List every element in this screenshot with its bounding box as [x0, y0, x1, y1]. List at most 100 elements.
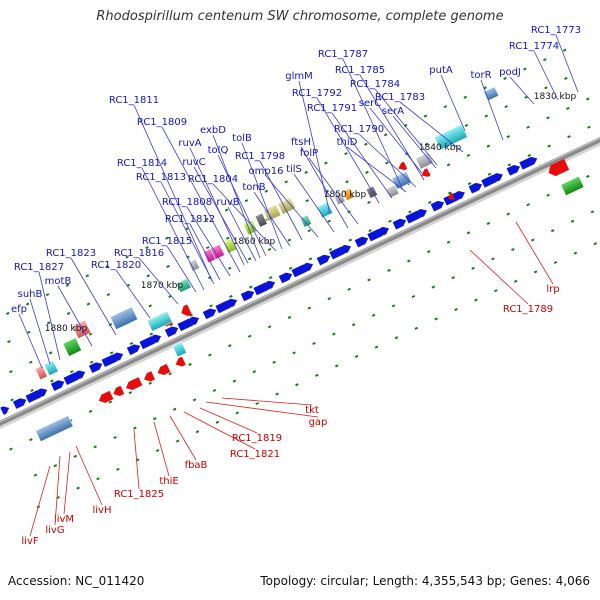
gene-label-glmm[interactable]: glmM — [285, 71, 313, 82]
forward-gene-arrow[interactable] — [88, 360, 104, 374]
gene-label-rc1-1827[interactable]: RC1_1827 — [14, 262, 64, 273]
gene-label-livf[interactable]: livF — [21, 536, 38, 547]
forward-gene-arrow[interactable] — [139, 334, 160, 350]
gene-label-rc1-1812[interactable]: RC1_1812 — [165, 214, 215, 225]
forward-gene-arrow[interactable] — [25, 388, 46, 403]
gene-label-rc1-1791[interactable]: RC1_1791 — [307, 103, 357, 114]
reverse-gene-arrow[interactable] — [174, 356, 186, 369]
gene-label-gap[interactable]: gap — [309, 417, 328, 428]
gene-category-box[interactable] — [43, 360, 59, 377]
gene-label-rc1-1816[interactable]: RC1_1816 — [114, 248, 164, 259]
gene-label-rc1-1815[interactable]: RC1_1815 — [142, 236, 192, 247]
gene-label-rc1-1773[interactable]: RC1_1773 — [531, 25, 581, 36]
gene-category-box[interactable] — [262, 204, 282, 222]
gene-label-efp[interactable]: efp — [11, 304, 27, 315]
gene-category-box[interactable] — [210, 243, 226, 260]
gene-label-rc1-1804[interactable]: RC1_1804 — [188, 174, 238, 185]
gene-label-rc1-1790[interactable]: RC1_1790 — [334, 124, 384, 135]
gene-category-box[interactable] — [34, 365, 48, 381]
gene-label-rc1-1798[interactable]: RC1_1798 — [235, 151, 285, 162]
forward-gene-arrow[interactable] — [354, 235, 370, 248]
gene-label-rc1-1813[interactable]: RC1_1813 — [136, 172, 186, 183]
forward-gene-arrow[interactable] — [455, 189, 467, 200]
gene-label-ruva[interactable]: ruvA — [178, 138, 201, 149]
gene-label-rc1-1823[interactable]: RC1_1823 — [46, 248, 96, 259]
forward-gene-arrow[interactable] — [63, 370, 84, 385]
gene-label-rc1-1809[interactable]: RC1_1809 — [137, 117, 187, 128]
gene-label-livh[interactable]: livH — [93, 505, 112, 516]
reverse-gene-arrow[interactable] — [124, 377, 143, 392]
forward-gene-arrow[interactable] — [291, 262, 311, 278]
gene-label-thid[interactable]: thiD — [337, 137, 358, 148]
gene-label-tolb[interactable]: tolB — [232, 133, 252, 144]
gene-label-torr[interactable]: torR — [470, 70, 491, 81]
gene-category-box[interactable] — [146, 310, 173, 332]
gene-category-box[interactable] — [316, 201, 334, 219]
gene-label-rc1-1819[interactable]: RC1_1819 — [232, 433, 282, 444]
gene-category-box[interactable] — [254, 212, 268, 228]
reverse-gene-arrow[interactable] — [179, 304, 192, 318]
forward-gene-arrow[interactable] — [468, 181, 484, 194]
forward-gene-arrow[interactable] — [342, 243, 353, 254]
gene-category-box[interactable] — [415, 151, 434, 170]
reverse-gene-arrow[interactable] — [111, 385, 125, 398]
gene-category-box[interactable] — [365, 185, 379, 199]
forward-gene-arrow[interactable] — [519, 155, 539, 170]
forward-gene-arrow[interactable] — [190, 315, 201, 326]
forward-gene-arrow[interactable] — [316, 253, 332, 266]
gene-label-rc1-1787[interactable]: RC1_1787 — [318, 49, 368, 60]
reverse-gene-arrow[interactable] — [142, 371, 156, 383]
gene-label-rc1-1784[interactable]: RC1_1784 — [350, 79, 400, 90]
gene-label-tils[interactable]: tilS — [286, 164, 302, 175]
forward-gene-arrow[interactable] — [126, 342, 142, 356]
gene-label-ruvb[interactable]: ruvB — [216, 197, 239, 208]
gene-label-rc1-1811[interactable]: RC1_1811 — [109, 95, 159, 106]
forward-gene-arrow[interactable] — [76, 368, 87, 379]
forward-gene-arrow[interactable] — [0, 404, 11, 415]
forward-gene-arrow[interactable] — [202, 306, 218, 320]
gene-label-omp16[interactable]: omp16 — [249, 166, 284, 177]
forward-gene-arrow[interactable] — [228, 297, 239, 308]
forward-gene-arrow[interactable] — [215, 298, 235, 314]
forward-gene-arrow[interactable] — [367, 226, 387, 242]
gene-label-tkt[interactable]: tkt — [305, 405, 319, 416]
forward-gene-arrow[interactable] — [493, 171, 505, 182]
gene-category-box[interactable] — [560, 175, 585, 197]
gene-label-rc1-1792[interactable]: RC1_1792 — [292, 88, 342, 99]
gene-category-box[interactable] — [299, 214, 313, 228]
gene-category-box[interactable] — [109, 306, 139, 331]
gene-label-rc1-1825[interactable]: RC1_1825 — [114, 489, 164, 500]
forward-gene-arrow[interactable] — [164, 324, 180, 338]
forward-gene-arrow[interactable] — [481, 173, 501, 188]
gene-label-rc1-1821[interactable]: RC1_1821 — [230, 449, 280, 460]
forward-gene-arrow[interactable] — [12, 396, 28, 409]
gene-label-ruvc[interactable]: ruvC — [182, 157, 205, 168]
gene-label-tonb[interactable]: tonB — [242, 182, 265, 193]
gene-label-rc1-1814[interactable]: RC1_1814 — [117, 158, 167, 169]
gene-label-rc1-1820[interactable]: RC1_1820 — [91, 260, 141, 271]
reverse-gene-arrow[interactable] — [420, 168, 431, 179]
forward-gene-arrow[interactable] — [430, 199, 446, 212]
forward-gene-arrow[interactable] — [50, 378, 66, 391]
reverse-gene-arrow[interactable] — [397, 161, 408, 173]
forward-gene-arrow[interactable] — [304, 261, 315, 272]
gene-category-box[interactable] — [342, 187, 355, 202]
gene-category-box[interactable] — [187, 258, 201, 272]
gene-category-box[interactable] — [175, 278, 192, 294]
gene-label-suhb[interactable]: suhB — [18, 289, 43, 300]
reverse-gene-arrow[interactable] — [156, 363, 171, 377]
forward-gene-arrow[interactable] — [177, 316, 198, 332]
forward-gene-arrow[interactable] — [152, 332, 163, 344]
gene-label-folp[interactable]: folP — [300, 148, 318, 159]
forward-gene-arrow[interactable] — [278, 270, 294, 284]
gene-label-thie[interactable]: thiE — [159, 476, 178, 487]
forward-gene-arrow[interactable] — [38, 386, 49, 397]
gene-label-livg[interactable]: livG — [45, 525, 64, 536]
gene-category-box[interactable] — [35, 415, 74, 443]
gene-label-rc1-1774[interactable]: RC1_1774 — [509, 41, 559, 52]
reverse-gene-arrow[interactable] — [97, 390, 114, 405]
gene-label-rc1-1789[interactable]: RC1_1789 — [503, 304, 553, 315]
gene-label-fbab[interactable]: fbaB — [185, 460, 208, 471]
gene-label-lrp[interactable]: lrp — [546, 284, 559, 295]
